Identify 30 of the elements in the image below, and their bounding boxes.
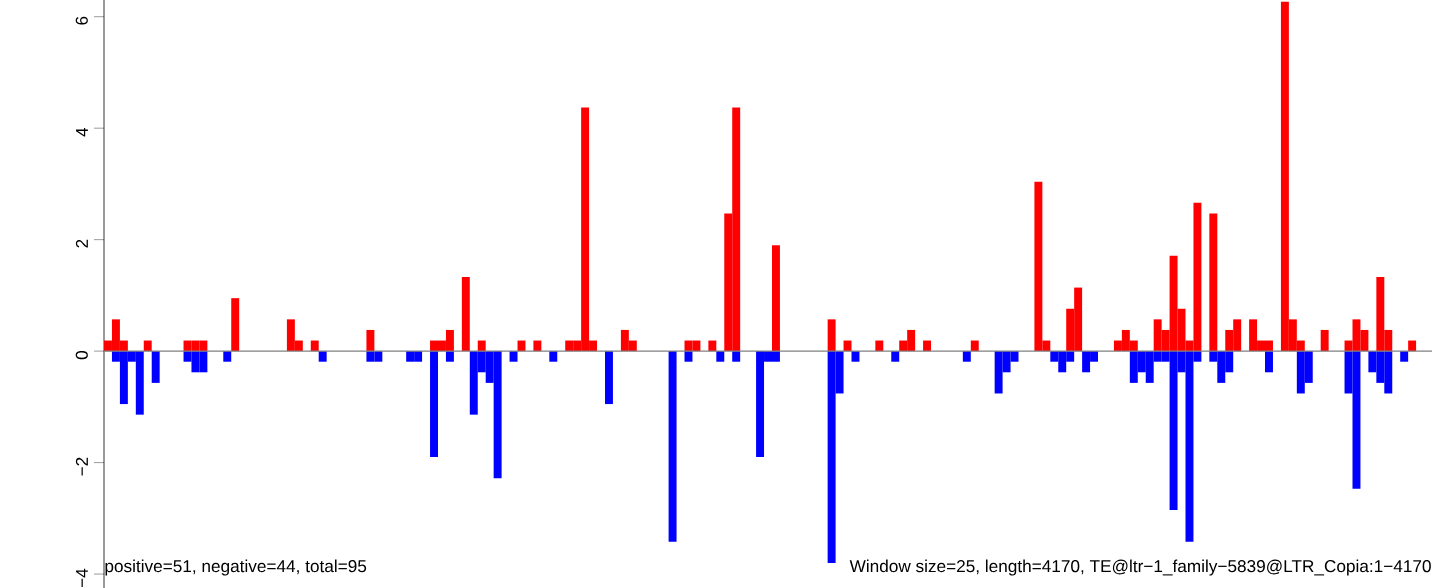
- bar: [716, 351, 725, 362]
- y-tick-label: 6: [75, 16, 88, 25]
- bar: [318, 351, 327, 362]
- y-tick-label: −2: [75, 457, 88, 476]
- bar: [962, 351, 971, 362]
- y-tick-label: 0: [75, 351, 88, 360]
- bar: [509, 351, 518, 362]
- bar: [461, 276, 470, 352]
- y-tick-label: −4: [76, 568, 88, 588]
- bar: [732, 351, 741, 362]
- bar: [430, 351, 438, 458]
- y-tick-label: 4: [76, 127, 88, 137]
- bar: [668, 351, 677, 542]
- bar: [445, 351, 454, 362]
- annotation: Window size=25, length=4170, TE@ltr−1_family−5839@LTR_Copia:1−4170: [849, 559, 1431, 576]
- y-tick-label: 2: [75, 239, 88, 248]
- annotation: positive=51, negative=44, total=95: [105, 559, 367, 576]
- bar: [771, 245, 780, 352]
- bar: [1265, 351, 1273, 373]
- bar: [891, 351, 900, 362]
- bar: [1400, 351, 1409, 362]
- bar: [827, 319, 836, 352]
- bar: [604, 351, 613, 405]
- bar: [1209, 213, 1218, 352]
- bar: [549, 351, 558, 362]
- bar: [223, 351, 232, 362]
- bar: [366, 329, 375, 352]
- bar: [151, 351, 160, 383]
- bar: [231, 298, 240, 352]
- bar: [1320, 329, 1329, 352]
